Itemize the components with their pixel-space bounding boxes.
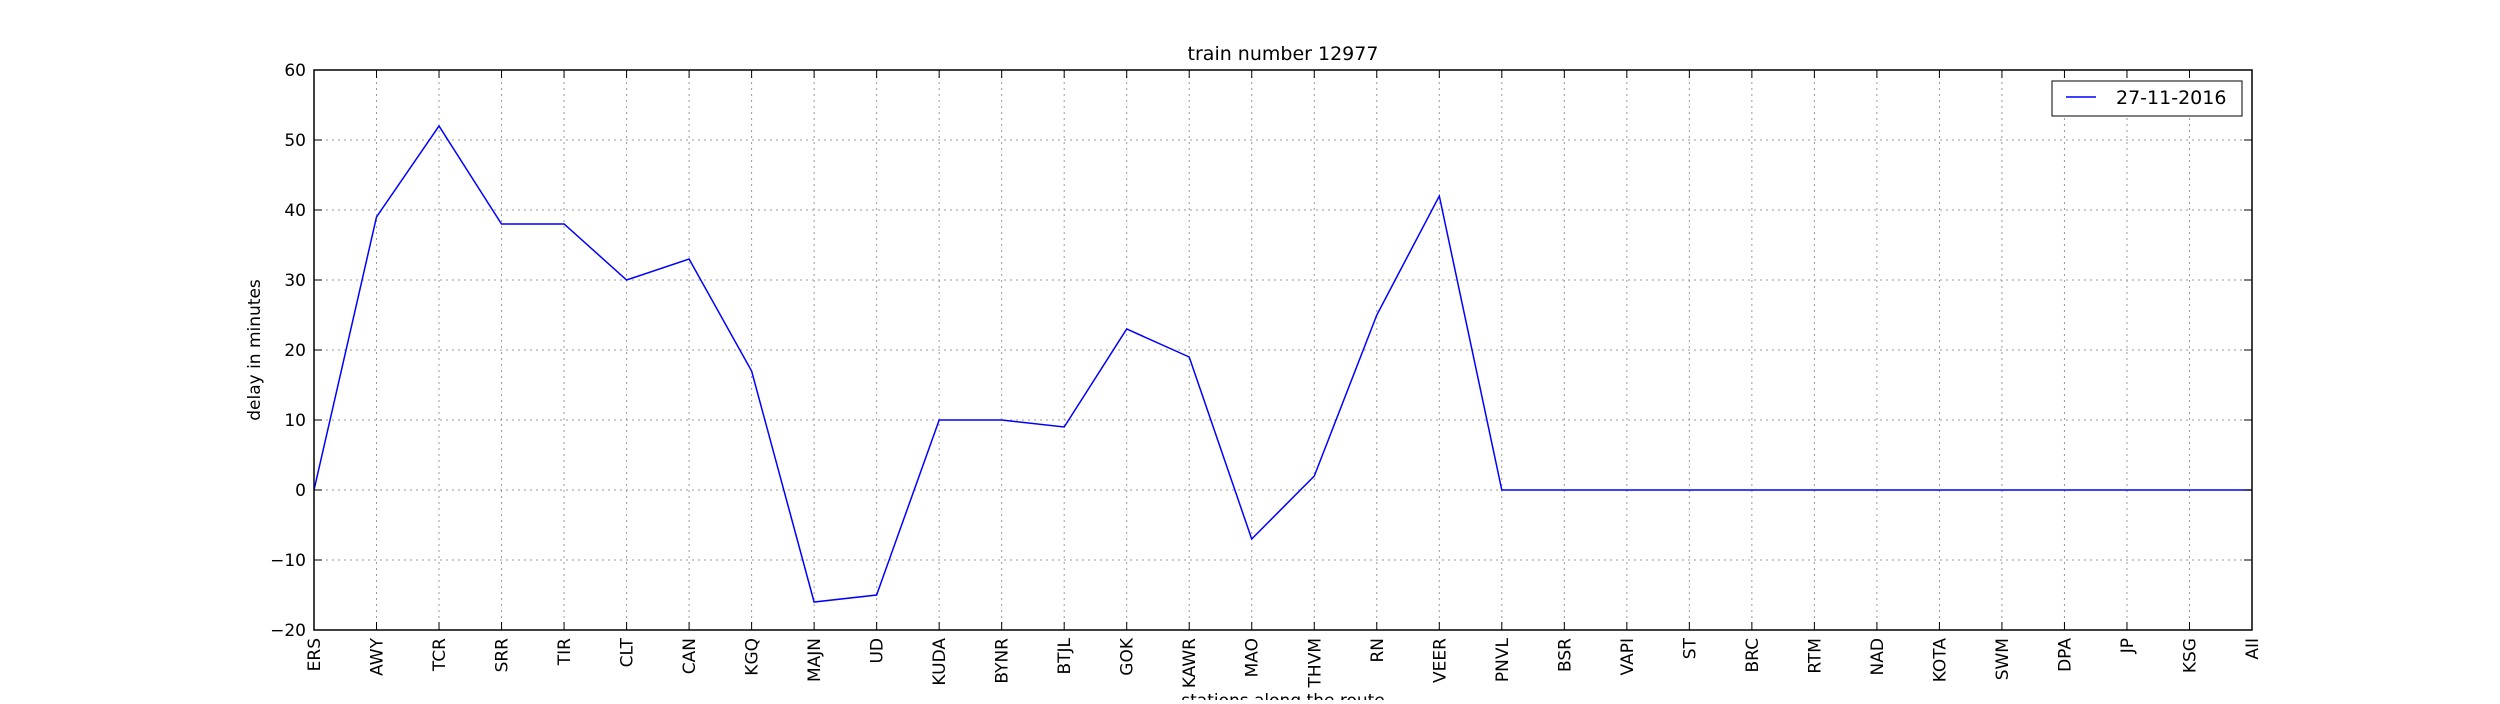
y-tick-label: −20 <box>270 621 306 641</box>
legend-label: 27-11-2016 <box>2116 87 2226 109</box>
x-tick-label: SWM <box>1993 638 2013 680</box>
series-line <box>313 124 2252 603</box>
x-tick-label: KUDA <box>930 638 950 686</box>
x-tick-label: UD <box>868 638 888 664</box>
x-tick-label: GOK <box>1118 637 1138 676</box>
x-tick-label: DPA <box>2055 638 2075 672</box>
x-tick-label: NAD <box>1868 638 1888 675</box>
x-tick-label: JP <box>2118 638 2138 654</box>
x-tick-label: SRR <box>493 638 513 673</box>
x-axis: ERS AWY TCR SRR TIR CLT CAN KGQ MAJN UD KUDA BYNR BT… <box>305 70 2263 688</box>
y-tick-label: −10 <box>270 551 306 571</box>
chart-title: train number 12977 <box>1188 43 1379 65</box>
plot-frame <box>313 69 2253 631</box>
x-tick-label: CAN <box>680 638 700 674</box>
x-tick-label: KOTA <box>1930 638 1950 683</box>
x-tick-label: RTM <box>1805 638 1825 674</box>
x-tick-label: AWY <box>368 637 388 676</box>
y-tick-label: 10 <box>284 411 306 431</box>
x-tick-label: AII <box>2243 638 2263 660</box>
x-tick-label: TIR <box>555 638 575 666</box>
x-tick-label: VEER <box>1430 638 1450 683</box>
y-tick-label: 0 <box>295 481 306 501</box>
x-tick-label: BTJL <box>1055 637 1075 674</box>
y-tick-label: 30 <box>284 271 306 291</box>
legend-box <box>2051 80 2243 117</box>
x-tick-label: RN <box>1368 638 1388 663</box>
x-tick-label: KSG <box>2180 638 2200 673</box>
x-axis-label: stations along the route <box>1181 691 1385 700</box>
x-tick-label: BYNR <box>993 638 1013 684</box>
y-tick-label: 60 <box>284 61 306 81</box>
grid <box>313 69 2253 631</box>
x-tick-label: BSR <box>1555 638 1575 672</box>
y-axis: −20 −10 0 10 20 30 40 50 60 <box>270 61 2252 641</box>
legend: 27-11-2016 <box>2051 80 2243 117</box>
y-tick-label: 50 <box>284 131 306 151</box>
x-tick-label: MAJN <box>805 638 825 682</box>
x-tick-label: PNVL <box>1493 637 1513 682</box>
x-tick-label: VAPI <box>1618 638 1638 675</box>
x-tick-label: KGQ <box>743 638 763 676</box>
x-tick-label: ST <box>1680 637 1700 659</box>
x-tick-label: TCR <box>430 638 450 672</box>
y-tick-label: 40 <box>284 201 306 221</box>
x-tick-label: KAWR <box>1180 638 1200 688</box>
x-tick-label: ERS <box>305 638 325 671</box>
x-tick-label: MAO <box>1243 638 1263 677</box>
x-tick-label: CLT <box>618 637 638 667</box>
x-tick-label: BRC <box>1743 638 1763 673</box>
y-tick-label: 20 <box>284 341 306 361</box>
series-layer <box>313 124 2252 603</box>
y-axis-label: delay in minutes <box>245 279 265 421</box>
x-tick-label: THVM <box>1305 638 1325 688</box>
